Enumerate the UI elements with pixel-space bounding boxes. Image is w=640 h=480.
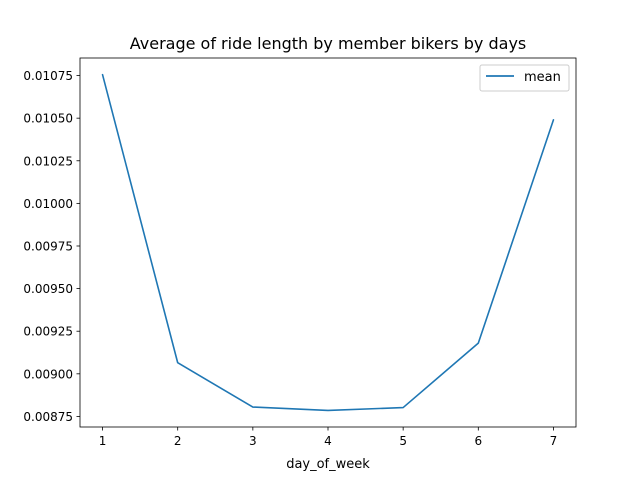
y-tick-label: 0.00925 — [23, 325, 73, 339]
y-tick-label: 0.01000 — [23, 197, 73, 211]
x-tick-label: 6 — [474, 434, 482, 448]
legend-box — [479, 64, 570, 92]
y-tick-label: 0.00950 — [23, 282, 73, 296]
chart-title: Average of ride length by member bikers … — [130, 34, 527, 53]
y-tick-label: 0.01050 — [23, 112, 73, 126]
x-tick-label: 1 — [99, 434, 107, 448]
y-tick-label: 0.00875 — [23, 410, 73, 424]
x-tick-label: 3 — [249, 434, 257, 448]
plot-area: 0.00875 0.00900 0.00925 0.00950 0.00975 0.010… — [23, 57, 577, 448]
y-tick-label: 0.00975 — [23, 239, 73, 253]
x-axis-label: day_of_week — [286, 457, 370, 472]
x-tick-label: 2 — [174, 434, 182, 448]
x-tick-label: 5 — [399, 434, 407, 448]
x-tick-label: 4 — [324, 434, 332, 448]
x-tick-label: 7 — [550, 434, 558, 448]
legend: mean — [479, 64, 570, 92]
legend-label: mean — [524, 70, 561, 85]
y-tick-label: 0.01075 — [23, 69, 73, 83]
axes-frame — [79, 57, 577, 428]
y-tick-label: 0.01025 — [23, 154, 73, 168]
y-tick-label: 0.00900 — [23, 367, 73, 381]
